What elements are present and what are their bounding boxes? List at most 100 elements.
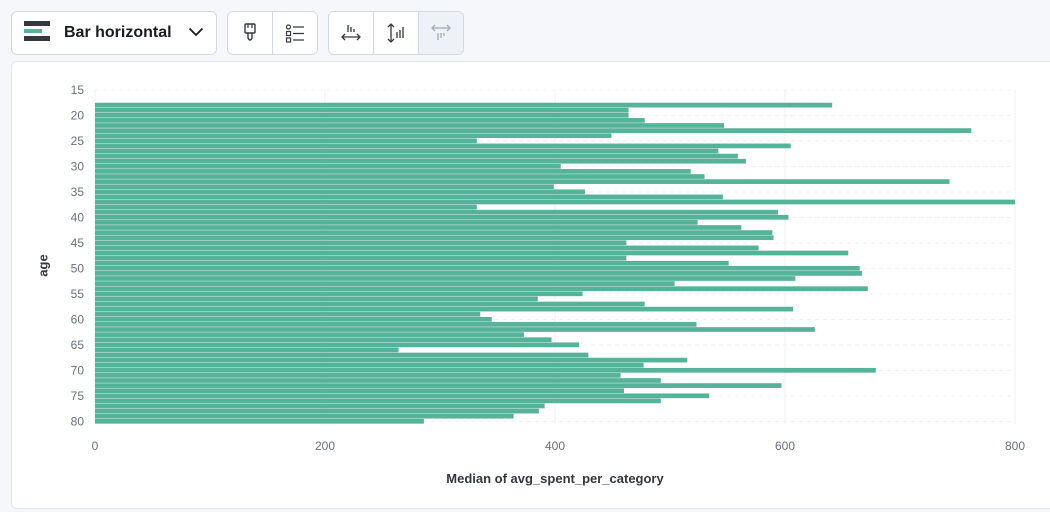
bar-age-47[interactable] xyxy=(95,250,849,256)
bar-age-63[interactable] xyxy=(95,332,524,337)
bar-age-68[interactable] xyxy=(95,357,688,363)
bar-age-55[interactable] xyxy=(95,291,583,297)
bar-age-49[interactable] xyxy=(95,260,729,266)
x-tick-label: 200 xyxy=(315,439,335,453)
bar-age-30[interactable] xyxy=(95,163,561,169)
y-tick-label: 30 xyxy=(71,160,85,174)
bar-age-59[interactable] xyxy=(95,311,481,317)
bar-age-21[interactable] xyxy=(95,118,645,123)
bar-age-31[interactable] xyxy=(95,169,691,174)
x-axis-secondary-icon xyxy=(419,12,463,54)
y-tick-label: 55 xyxy=(71,287,85,301)
x-tick-label: 400 xyxy=(545,439,565,453)
bar-age-19[interactable] xyxy=(95,107,629,113)
y-axis-title: age xyxy=(35,254,51,277)
bar-age-78[interactable] xyxy=(95,408,539,414)
bar-age-29[interactable] xyxy=(95,158,746,164)
bar-age-46[interactable] xyxy=(95,245,759,251)
bar-age-28[interactable] xyxy=(95,153,738,159)
bar-age-51[interactable] xyxy=(95,271,863,276)
bar-age-45[interactable] xyxy=(95,240,627,246)
y-tick-label: 15 xyxy=(71,83,85,97)
y-tick-label: 25 xyxy=(71,134,85,148)
y-tick-label: 35 xyxy=(71,185,85,199)
bar-age-70[interactable] xyxy=(95,367,876,373)
y-tick-label: 40 xyxy=(71,211,85,225)
chart-type-selector[interactable]: Bar horizontal xyxy=(11,11,217,55)
x-axis-ticks: 0 200 400 600 800 xyxy=(92,439,1026,453)
bar-age-74[interactable] xyxy=(95,388,624,394)
y-tick-label: 50 xyxy=(71,262,85,276)
bar-age-20[interactable] xyxy=(95,112,629,118)
bar-age-76[interactable] xyxy=(95,398,661,404)
bar-age-48[interactable] xyxy=(95,255,627,261)
y-tick-label: 65 xyxy=(71,338,85,352)
paintbrush-icon[interactable] xyxy=(228,12,273,54)
bar-age-41[interactable] xyxy=(95,220,698,225)
legend-list-icon[interactable] xyxy=(273,12,317,54)
bar-age-53[interactable] xyxy=(95,281,675,286)
y-tick-label: 20 xyxy=(71,109,85,123)
bar-age-43[interactable] xyxy=(95,230,773,235)
bar-age-33[interactable] xyxy=(95,179,950,184)
x-axis-icon[interactable] xyxy=(329,12,374,54)
y-tick-label: 75 xyxy=(71,389,85,403)
bar-age-24[interactable] xyxy=(95,133,612,139)
y-tick-label: 70 xyxy=(71,364,85,378)
bar-age-73[interactable] xyxy=(95,383,782,388)
toolbar: Bar horizontal xyxy=(11,11,464,55)
bar-age-72[interactable] xyxy=(95,378,661,383)
bar-age-66[interactable] xyxy=(95,347,399,353)
bar-age-40[interactable] xyxy=(95,214,789,220)
bar-horizontal-icon xyxy=(24,20,52,47)
bar-age-80[interactable] xyxy=(95,418,424,424)
bar-age-25[interactable] xyxy=(95,138,477,144)
bar-age-67[interactable] xyxy=(95,352,589,358)
bar-age-60[interactable] xyxy=(95,316,492,322)
bar-age-42[interactable] xyxy=(95,225,742,230)
bar-age-44[interactable] xyxy=(95,235,774,241)
axis-button-group xyxy=(328,11,464,55)
x-axis-title: Median of avg_spent_per_category xyxy=(446,471,664,486)
appearance-button-group xyxy=(227,11,318,55)
bar-age-38[interactable] xyxy=(95,204,477,210)
bar-age-56[interactable] xyxy=(95,296,538,302)
bar-age-75[interactable] xyxy=(95,393,710,399)
bar-age-36[interactable] xyxy=(95,194,723,200)
x-tick-label: 600 xyxy=(775,439,795,453)
y-axis-icon[interactable] xyxy=(374,12,419,54)
bar-age-79[interactable] xyxy=(95,413,514,419)
bar-age-26[interactable] xyxy=(95,143,791,149)
bar-age-64[interactable] xyxy=(95,337,552,343)
bar-age-69[interactable] xyxy=(95,362,644,368)
bar-age-62[interactable] xyxy=(95,327,815,332)
bar-age-71[interactable] xyxy=(95,373,621,378)
bar-age-50[interactable] xyxy=(95,265,860,271)
bar-age-58[interactable] xyxy=(95,306,794,312)
bar-age-57[interactable] xyxy=(95,301,645,307)
bar-age-32[interactable] xyxy=(95,174,705,179)
y-tick-label: 80 xyxy=(71,415,85,429)
bar-age-34[interactable] xyxy=(95,184,554,190)
y-tick-label: 60 xyxy=(71,313,85,327)
bar-age-39[interactable] xyxy=(95,209,779,215)
bar-age-18[interactable] xyxy=(95,102,833,108)
bar-age-77[interactable] xyxy=(95,403,545,409)
bar-age-35[interactable] xyxy=(95,189,585,195)
bar-age-61[interactable] xyxy=(95,322,697,327)
chart-type-label: Bar horizontal xyxy=(64,24,172,41)
bar-age-27[interactable] xyxy=(95,148,719,154)
chevron-down-icon xyxy=(188,24,204,42)
bar-age-65[interactable] xyxy=(95,342,580,348)
y-tick-label: 45 xyxy=(71,236,85,250)
x-tick-label: 0 xyxy=(92,439,99,453)
bars xyxy=(95,102,1015,424)
bar-age-54[interactable] xyxy=(95,286,868,292)
bar-age-37[interactable] xyxy=(95,199,1015,205)
bar-age-23[interactable] xyxy=(95,128,972,133)
bar-age-52[interactable] xyxy=(95,276,796,281)
bar-age-22[interactable] xyxy=(95,123,725,128)
y-axis-ticks: 15 20 25 30 35 40 45 50 55 60 65 70 75 80 xyxy=(71,83,85,429)
x-tick-label: 800 xyxy=(1005,439,1025,453)
